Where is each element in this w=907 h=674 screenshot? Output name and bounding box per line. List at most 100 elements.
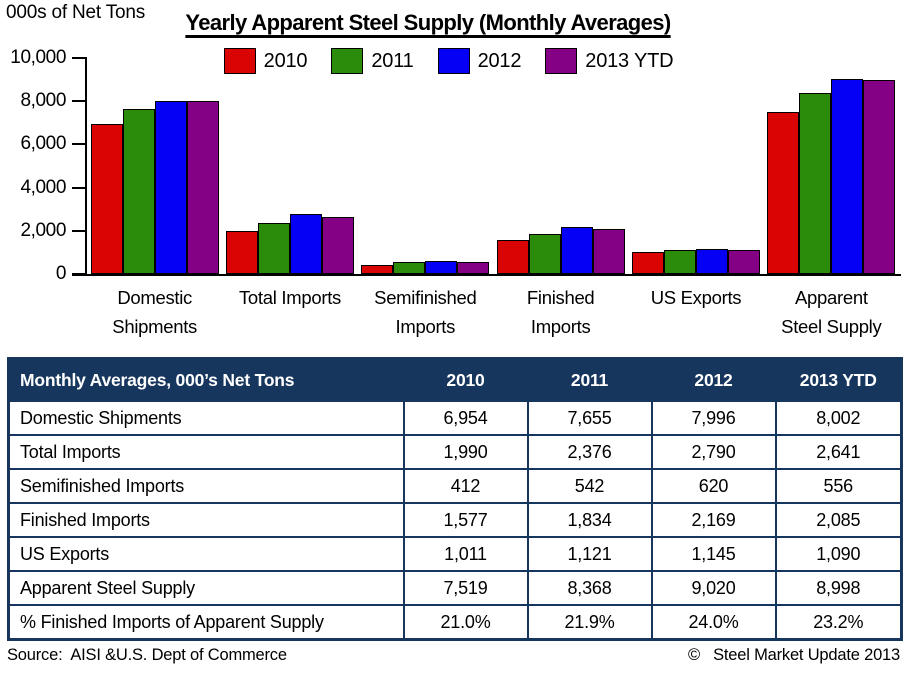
row-label: % Finished Imports of Apparent Supply [7, 604, 405, 641]
bar-2012-finished-imports [560, 227, 593, 274]
monthly-averages-table: Monthly Averages, 000’s Net Tons 2010 2011… [7, 357, 903, 641]
copyright-note: © Steel Market Update 2013 [687, 646, 900, 664]
category-label-domestic-shipments: Domestic Shipments [87, 283, 222, 341]
table-row-semifinished-imports: Semifinished Imports 412 542 620 556 [7, 468, 903, 504]
bar-2013-ytd-us-exports [728, 250, 760, 274]
row-label: Semifinished Imports [7, 468, 405, 504]
row-label: Domestic Shipments [7, 400, 405, 436]
category-label-line: Imports [395, 316, 456, 337]
legend-item-2010: 2010 [223, 48, 308, 74]
bar-2012-domestic-shipments [154, 101, 187, 274]
legend-swatch-2011 [331, 48, 364, 74]
cell-value: 2,169 [650, 502, 777, 538]
y-tick-mark [72, 186, 85, 189]
y-tick-mark [72, 100, 85, 103]
legend-swatch-2013-ytd [545, 48, 578, 74]
legend-item-2012: 2012 [437, 48, 522, 74]
table-row-finished-imports: Finished Imports 1,577 1,834 2,169 2,085 [7, 502, 903, 538]
bar-2010-us-exports [632, 252, 664, 274]
category-label-line: US Exports [650, 287, 742, 308]
table-header-year-2013-ytd: 2013 YTD [774, 357, 903, 402]
y-tick-label: 10,000 [10, 47, 66, 68]
cell-value: 8,998 [774, 570, 903, 606]
cell-value: 8,002 [774, 400, 903, 436]
category-label-line: Semifinished [374, 287, 477, 308]
cell-value: 1,011 [402, 536, 529, 572]
cell-value: 1,834 [526, 502, 653, 538]
cell-value: 2,641 [774, 434, 903, 470]
category-label-line: Finished [526, 287, 595, 308]
row-label: Finished Imports [7, 502, 405, 538]
category-label-total-imports: Total Imports [222, 283, 357, 312]
bar-2012-total-imports [290, 214, 322, 274]
table-row-apparent-steel-supply: Apparent Steel Supply 7,519 8,368 9,020 8,99… [7, 570, 903, 606]
cell-value: 2,790 [650, 434, 777, 470]
bar-chart: 000s of Net Tons Yearly Apparent Steel S… [0, 2, 901, 341]
table-header-year-2011: 2011 [526, 357, 653, 402]
category-label-line: Domestic [117, 287, 193, 308]
bar-2013-ytd-finished-imports [592, 229, 625, 274]
legend-swatch-2012 [437, 48, 470, 74]
cell-value: 542 [526, 468, 653, 504]
legend-item-2011: 2011 [331, 48, 414, 74]
category-label-line: Steel Supply [781, 316, 882, 337]
bar-2013-ytd-semifinished-imports [457, 262, 490, 274]
table-row-finished-imports-of-apparent-supply: % Finished Imports of Apparent Supply 21.… [7, 604, 903, 641]
cell-value: 1,121 [526, 536, 653, 572]
cell-value: 2,085 [774, 502, 903, 538]
source-note: Source: AISI &U.S. Dept of Commerce [7, 646, 287, 664]
category-label-line: Apparent [794, 287, 868, 308]
bar-2011-finished-imports [528, 234, 561, 274]
cell-value: 1,090 [774, 536, 903, 572]
cell-value: 412 [402, 468, 529, 504]
table-header-label: Monthly Averages, 000’s Net Tons [7, 357, 405, 402]
bar-2012-semifinished-imports [425, 261, 458, 274]
bar-2013-ytd-apparent-steel-supply [863, 80, 896, 274]
cell-value: 24.0% [650, 604, 777, 641]
table-row-domestic-shipments: Domestic Shipments 6,954 7,655 7,996 8,002 [7, 400, 903, 436]
table-header-year-2010: 2010 [402, 357, 529, 402]
category-label-finished-imports: Finished Imports [493, 283, 628, 341]
bar-2012-apparent-steel-supply [831, 79, 864, 274]
bar-2010-total-imports [226, 231, 258, 274]
bar-2012-us-exports [696, 249, 728, 274]
y-tick-label: 0 [55, 263, 67, 284]
bar-2011-us-exports [664, 250, 696, 274]
category-label-apparent-steel-supply: Apparent Steel Supply [764, 283, 899, 341]
chart-title: Yearly Apparent Steel Supply (Monthly Av… [185, 10, 671, 35]
table-row-total-imports: Total Imports 1,990 2,376 2,790 2,641 [7, 434, 903, 470]
bar-2011-apparent-steel-supply [799, 93, 832, 274]
bar-2011-total-imports [258, 223, 290, 274]
bar-2013-ytd-total-imports [322, 217, 354, 274]
legend-label: 2013 YTD [585, 49, 674, 72]
cell-value: 21.0% [402, 604, 529, 641]
category-label-line: Shipments [112, 316, 198, 337]
plot-area: 0 2,000 4,000 6,000 8,000 10,000 Domestic Shipm… [10, 47, 901, 341]
cell-value: 2,376 [526, 434, 653, 470]
row-label: Apparent Steel Supply [7, 570, 405, 606]
legend-label: 2011 [371, 49, 414, 72]
y-tick-mark [72, 273, 85, 275]
y-tick-label: 8,000 [20, 90, 66, 112]
table-row-us-exports: US Exports 1,011 1,121 1,145 1,090 [7, 536, 903, 572]
row-label: Total Imports [7, 434, 405, 470]
y-axis-line [85, 57, 87, 276]
legend-item-2013-ytd: 2013 YTD [545, 48, 674, 74]
bar-2013-ytd-domestic-shipments [186, 101, 219, 274]
cell-value: 7,519 [402, 570, 529, 606]
y-tick-label: 2,000 [20, 219, 66, 241]
cell-value: 9,020 [650, 570, 777, 606]
y-tick-label: 4,000 [20, 176, 66, 198]
footer: Source: AISI &U.S. Dept of Commerce © St… [7, 646, 900, 665]
cell-value: 556 [774, 468, 903, 504]
table-header-year-2012: 2012 [650, 357, 777, 402]
cell-value: 8,368 [526, 570, 653, 606]
y-tick-mark [72, 143, 85, 146]
bar-2011-domestic-shipments [122, 109, 155, 274]
category-label-line: Total Imports [238, 287, 341, 308]
chart-legend: 2010 2011 2012 2013 YTD [0, 48, 897, 74]
cell-value: 1,145 [650, 536, 777, 572]
category-label-semifinished-imports: Semifinished Imports [358, 283, 493, 341]
legend-label: 2012 [477, 49, 522, 72]
